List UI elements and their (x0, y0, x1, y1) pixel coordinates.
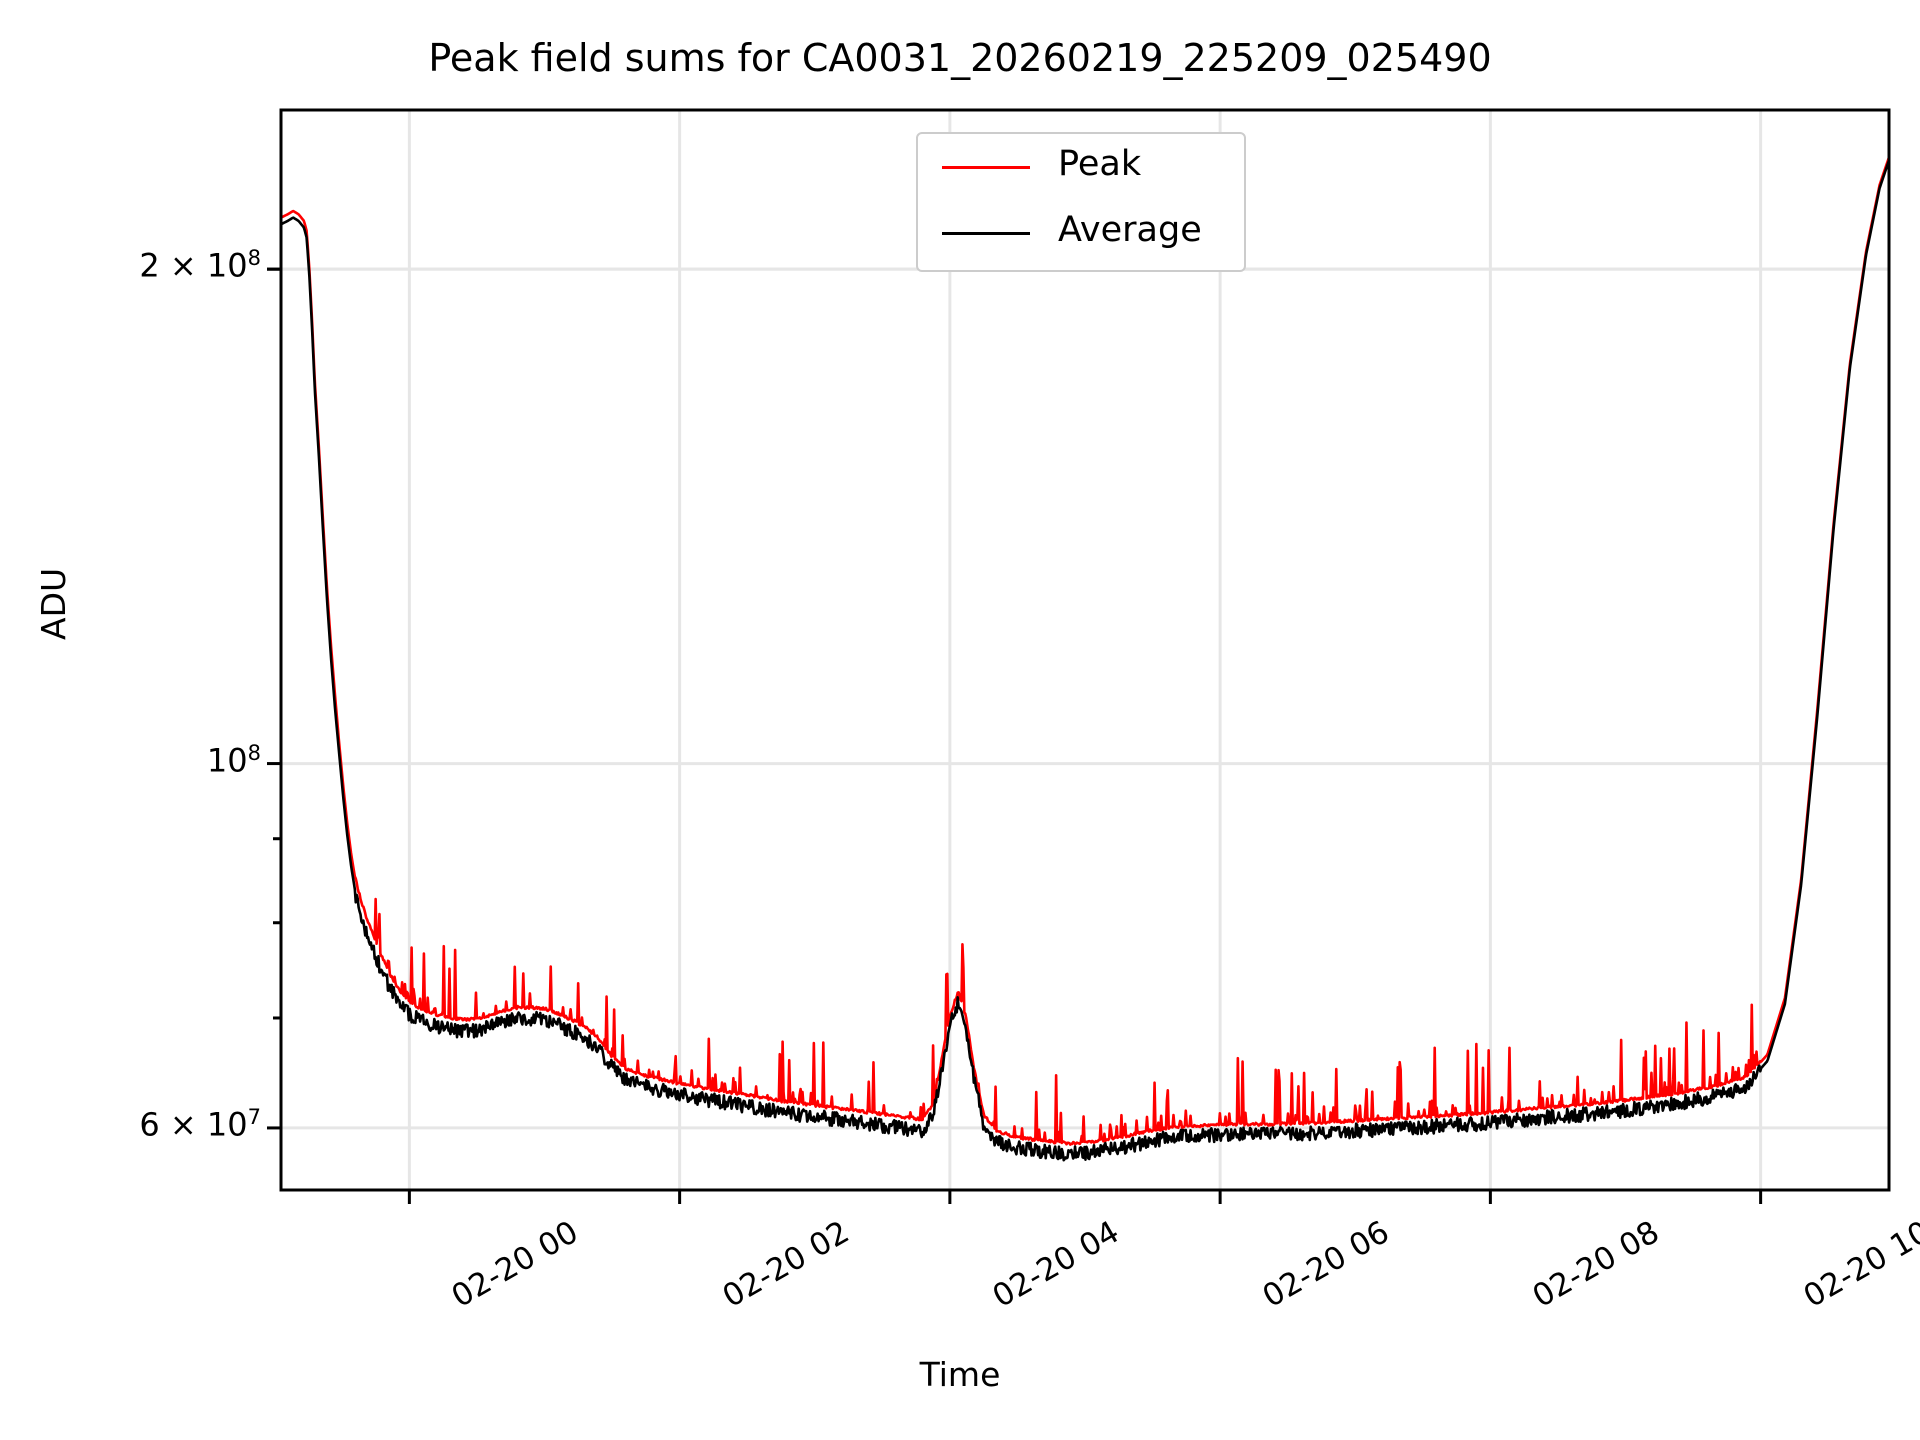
legend[interactable]: Peak Average (916, 132, 1246, 272)
legend-item-average[interactable]: Average (918, 204, 1248, 264)
legend-swatch-average (942, 232, 1030, 235)
legend-swatch-peak (942, 166, 1030, 169)
plot-border (279, 108, 1891, 1192)
y-tick-label: 2 × 108 (139, 246, 261, 285)
legend-label-peak: Peak (1058, 144, 1142, 184)
x-axis-label: Time (919, 1355, 1001, 1394)
series-line-average (281, 158, 1889, 1162)
series-line-peak (281, 155, 1889, 1146)
legend-item-peak[interactable]: Peak (918, 138, 1248, 198)
y-tick-label: 6 × 107 (139, 1104, 261, 1144)
y-axis-label: ADU (34, 567, 73, 640)
legend-label-average: Average (1058, 210, 1202, 250)
series-layer (281, 155, 1889, 1162)
plot-background (281, 110, 1889, 1190)
y-tick-label: 108 (206, 740, 261, 780)
tick-marks (267, 267, 1763, 1204)
page-title: Peak field sums for CA0031_20260219_2252… (428, 36, 1492, 80)
